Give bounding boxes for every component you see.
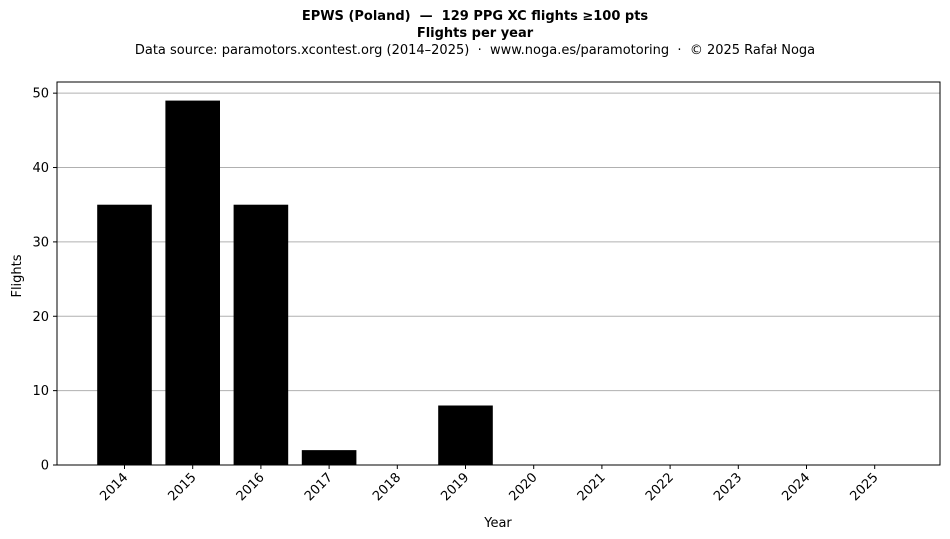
- x-tick-label: 2014: [97, 470, 131, 504]
- y-tick-label: 0: [41, 459, 49, 474]
- x-tick-label: 2017: [302, 470, 336, 504]
- x-tick-label: 2022: [643, 470, 677, 504]
- x-tick-label: 2018: [370, 470, 404, 504]
- y-axis-label: Flights: [10, 254, 25, 297]
- bar-2016: [233, 204, 289, 465]
- y-tick-label: 20: [32, 310, 49, 325]
- bar-2014: [97, 204, 152, 465]
- bar-2017: [301, 450, 357, 465]
- y-tick-label: 50: [32, 87, 49, 102]
- bars: [97, 100, 493, 466]
- y-axis: 0 10 20 30 40 50: [32, 87, 57, 474]
- x-axis: 2014 2015 2016 2017 2018 2019 2020 2021 2022 2023…: [97, 465, 882, 504]
- x-tick-label: 2016: [234, 470, 268, 504]
- bar-2015: [165, 100, 220, 466]
- x-tick-label: 2024: [779, 470, 813, 504]
- x-tick-label: 2020: [507, 470, 541, 504]
- plot-frame: [56, 81, 941, 466]
- data-source-note: Data source: paramotors.xcontest.org (20…: [134, 43, 816, 58]
- y-tick-label: 40: [32, 161, 49, 176]
- x-tick-label: 2025: [848, 470, 882, 504]
- x-tick-label: 2015: [166, 470, 200, 504]
- x-tick-label: 2019: [438, 470, 472, 504]
- x-tick-label: 2023: [711, 470, 745, 504]
- chart-subtitle: Flights per year: [416, 26, 534, 41]
- chart-titles: EPWS (Poland) — 129 PPG XC flights ≥100 …: [0, 8, 950, 59]
- x-tick-label: 2021: [575, 470, 609, 504]
- y-tick-label: 30: [32, 235, 49, 250]
- chart-title: EPWS (Poland) — 129 PPG XC flights ≥100 …: [301, 9, 649, 24]
- y-tick-label: 10: [32, 384, 49, 399]
- bar-2019: [438, 405, 493, 465]
- x-axis-label: Year: [483, 516, 512, 531]
